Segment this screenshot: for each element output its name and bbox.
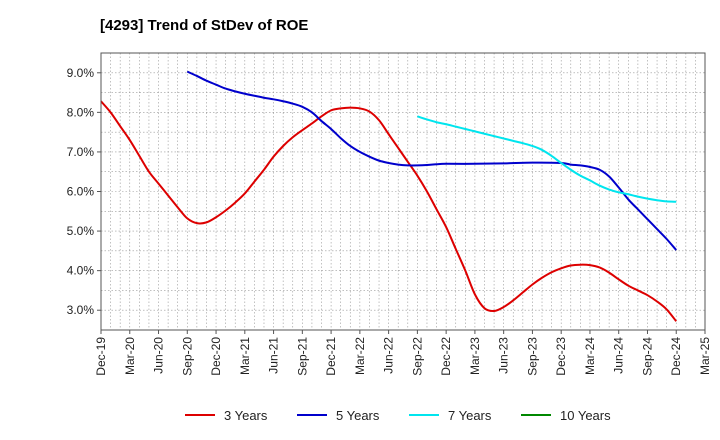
x-tick-label: Sep-21	[295, 337, 309, 376]
plot-frame	[100, 52, 706, 331]
x-tick-label: Sep-20	[180, 337, 194, 376]
x-tick-label: Dec-20	[209, 337, 223, 376]
x-tick-label: Jun-20	[152, 337, 166, 374]
x-tick-label: Jun-24	[612, 337, 626, 374]
series-line-5-years	[186, 70, 677, 251]
x-tick-label: Sep-24	[640, 337, 654, 376]
y-tick-label: 4.0%	[67, 264, 95, 278]
x-tick-label: Dec-19	[94, 337, 108, 376]
legend-label: 5 Years	[336, 408, 380, 423]
x-axis: Dec-19 Mar-20 Jun-20 Sep-20 Dec-20 Mar-21 Jun-…	[94, 330, 712, 376]
series-line-7-years	[417, 115, 677, 203]
y-tick-label: 9.0%	[67, 66, 95, 80]
legend-label: 7 Years	[448, 408, 492, 423]
chart-title: [4293] Trend of StDev of ROE	[100, 17, 308, 34]
series-group	[100, 70, 678, 322]
x-tick-label: Mar-22	[353, 337, 367, 375]
y-tick-label: 6.0%	[67, 185, 95, 199]
x-tick-label: Mar-23	[468, 337, 482, 375]
x-tick-label: Jun-23	[497, 337, 511, 374]
series-line-3-years	[100, 100, 678, 322]
y-tick-label: 8.0%	[67, 105, 95, 119]
x-tick-label: Mar-21	[238, 337, 252, 375]
legend-label: 10 Years	[560, 408, 611, 423]
legend-label: 3 Years	[224, 408, 268, 423]
x-tick-label: Dec-24	[669, 337, 683, 376]
x-tick-label: Dec-21	[324, 337, 338, 376]
x-tick-label: Jun-21	[267, 337, 281, 374]
y-axis: 3.0% 4.0% 5.0% 6.0% 7.0% 8.0% 9.0%	[67, 66, 101, 317]
x-tick-label: Sep-22	[410, 337, 424, 376]
y-tick-label: 3.0%	[67, 303, 95, 317]
x-tick-label: Dec-23	[554, 337, 568, 376]
y-tick-label: 5.0%	[67, 224, 95, 238]
x-tick-label: Mar-24	[583, 337, 597, 375]
x-tick-label: Mar-20	[123, 337, 137, 375]
legend: 3 Years 5 Years 7 Years 10 Years	[185, 408, 611, 423]
x-tick-label: Jun-22	[382, 337, 396, 374]
y-tick-label: 7.0%	[67, 145, 95, 159]
x-tick-label: Sep-23	[525, 337, 539, 376]
x-tick-label: Dec-22	[439, 337, 453, 376]
x-tick-label: Mar-25	[698, 337, 712, 375]
